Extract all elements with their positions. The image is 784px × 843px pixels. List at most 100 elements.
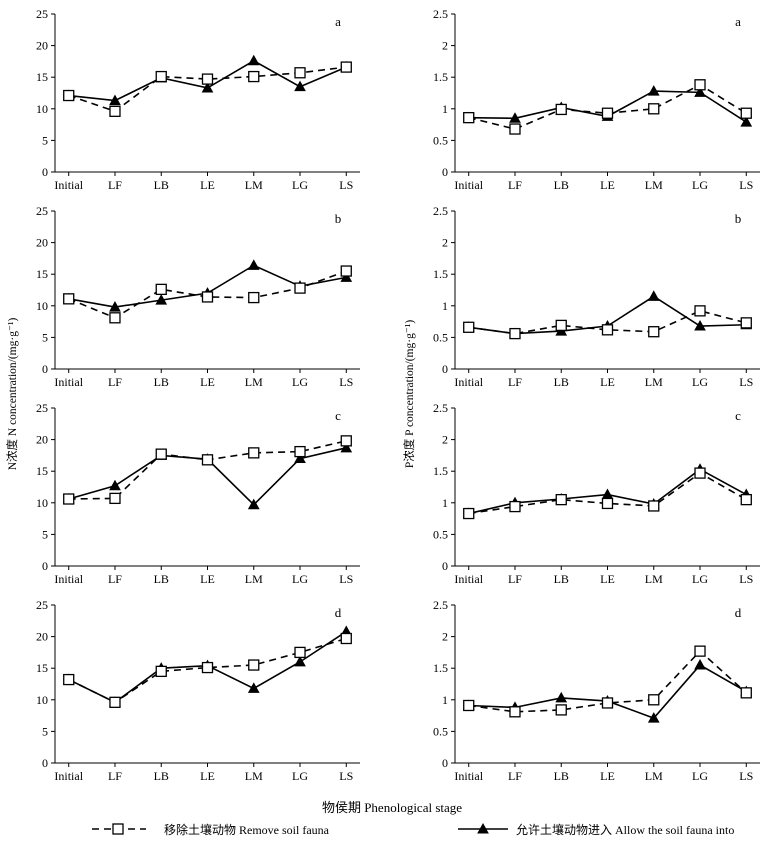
y-tick-label: 5: [42, 527, 48, 541]
point-allow: [740, 116, 753, 127]
y-tick-label: 1: [442, 102, 448, 116]
x-tick-label: LB: [154, 178, 169, 192]
y-tick-label: 2: [442, 433, 448, 447]
point-remove: [294, 646, 306, 659]
x-tick-label: LS: [739, 769, 753, 783]
x-tick-label: LB: [154, 769, 169, 783]
y-tick-label: 0.5: [433, 330, 448, 344]
x-tick-label: LS: [339, 375, 353, 389]
y-tick-label: 2: [442, 236, 448, 250]
x-tick-label: Initial: [454, 375, 483, 389]
x-tick-label: LM: [645, 178, 663, 192]
y-tick-label: 5: [42, 330, 48, 344]
y-tick-label: 1: [442, 299, 448, 313]
point-allow: [509, 112, 521, 123]
panel-label: d: [735, 605, 742, 620]
x-tick-label: Initial: [454, 769, 483, 783]
y-tick-label: 25: [36, 7, 48, 21]
point-remove: [248, 291, 260, 304]
point-remove: [63, 493, 75, 505]
x-tick-label: LM: [245, 572, 263, 586]
chart-panel-b-n: 0 5 10 15 20 25 Initial LF LB LE LM LG LS b: [36, 204, 360, 389]
x-tick-label: LG: [692, 572, 708, 586]
point-remove: [340, 265, 352, 277]
point-remove: [248, 70, 260, 83]
x-tick-label: LG: [692, 769, 708, 783]
y-axis-label-n: N浓度 N concentration/(mg·g⁻¹): [5, 318, 19, 471]
point-allow: [247, 682, 260, 693]
y-tick-label: 0: [42, 165, 48, 179]
y-tick-label: 25: [36, 401, 48, 415]
y-tick-label: 2.5: [433, 598, 448, 612]
y-tick-label: 5: [42, 133, 48, 147]
point-remove: [294, 445, 306, 458]
panel-label: d: [335, 605, 342, 620]
x-tick-label: LG: [292, 178, 308, 192]
point-allow: [647, 712, 660, 723]
point-allow: [340, 441, 353, 453]
panel-label: c: [735, 408, 741, 423]
chart-panel-a-n: 0 5 10 15 20 25 Initial LF LB LE LM LG LS a: [36, 7, 360, 192]
point-remove: [248, 659, 260, 671]
point-remove: [340, 435, 352, 447]
point-remove: [201, 454, 214, 466]
point-allow: [694, 86, 706, 97]
point-remove: [63, 89, 75, 102]
point-allow: [109, 479, 121, 491]
x-tick-label: LF: [508, 178, 522, 192]
point-remove: [509, 123, 521, 135]
x-tick-label: LE: [600, 178, 615, 192]
point-allow: [109, 94, 121, 106]
panel-label: a: [735, 14, 741, 29]
point-allow: [109, 301, 121, 312]
x-tick-label: Initial: [54, 178, 83, 192]
point-remove: [340, 61, 352, 73]
point-remove: [509, 500, 521, 513]
y-tick-label: 15: [36, 267, 48, 281]
x-tick-label: LF: [108, 572, 122, 586]
panel-label: a: [335, 14, 341, 29]
y-tick-label: 10: [36, 496, 48, 510]
x-tick-label: LE: [200, 769, 215, 783]
point-remove: [601, 324, 614, 336]
legend: 移除土壤动物 Remove soil fauna 允许土壤动物进入 Allow …: [92, 822, 734, 837]
panel-label: b: [335, 211, 342, 226]
point-remove: [648, 500, 660, 512]
point-remove: [294, 282, 306, 294]
y-tick-label: 2.5: [433, 401, 448, 415]
x-tick-label: LM: [245, 375, 263, 389]
chart-panel-d-n: 0 5 10 15 20 25 Initial LF LB LE LM LG LS d: [36, 598, 360, 783]
panel-label: b: [735, 211, 742, 226]
x-tick-label: LB: [554, 178, 569, 192]
chart-panel-b-p: 0 0.5 1 1.5 2 2.5 Initial LF LB LE LM LG LS b: [433, 204, 760, 389]
legend-allow-label: 允许土壤动物进入 Allow the soil fauna into: [516, 822, 734, 837]
point-remove: [601, 107, 614, 119]
x-tick-label: LS: [339, 572, 353, 586]
point-remove: [294, 67, 306, 79]
x-tick-label: LB: [154, 375, 169, 389]
point-remove: [694, 467, 706, 479]
point-remove: [63, 293, 75, 305]
point-remove: [601, 697, 614, 709]
legend-remove-label: 移除土壤动物 Remove soil fauna: [164, 822, 330, 837]
point-allow: [694, 659, 706, 670]
y-tick-label: 15: [36, 661, 48, 675]
point-allow: [555, 691, 568, 703]
y-axis-label-p: P浓度 P concentration/(mg·g⁻¹): [402, 320, 416, 469]
x-tick-label: LG: [292, 572, 308, 586]
point-remove: [463, 111, 475, 124]
y-tick-label: 0: [442, 362, 448, 376]
x-tick-label: LE: [200, 572, 215, 586]
y-tick-label: 2.5: [433, 204, 448, 218]
y-tick-label: 0: [442, 165, 448, 179]
x-tick-label: LE: [600, 769, 615, 783]
point-remove: [648, 694, 660, 706]
x-tick-label: LS: [739, 178, 753, 192]
y-tick-label: 1: [442, 693, 448, 707]
x-tick-label: Initial: [454, 572, 483, 586]
y-tick-label: 0.5: [433, 133, 448, 147]
point-remove: [463, 507, 475, 520]
x-tick-label: Initial: [454, 178, 483, 192]
x-axis-label: 物侯期 Phenological stage: [322, 800, 462, 815]
